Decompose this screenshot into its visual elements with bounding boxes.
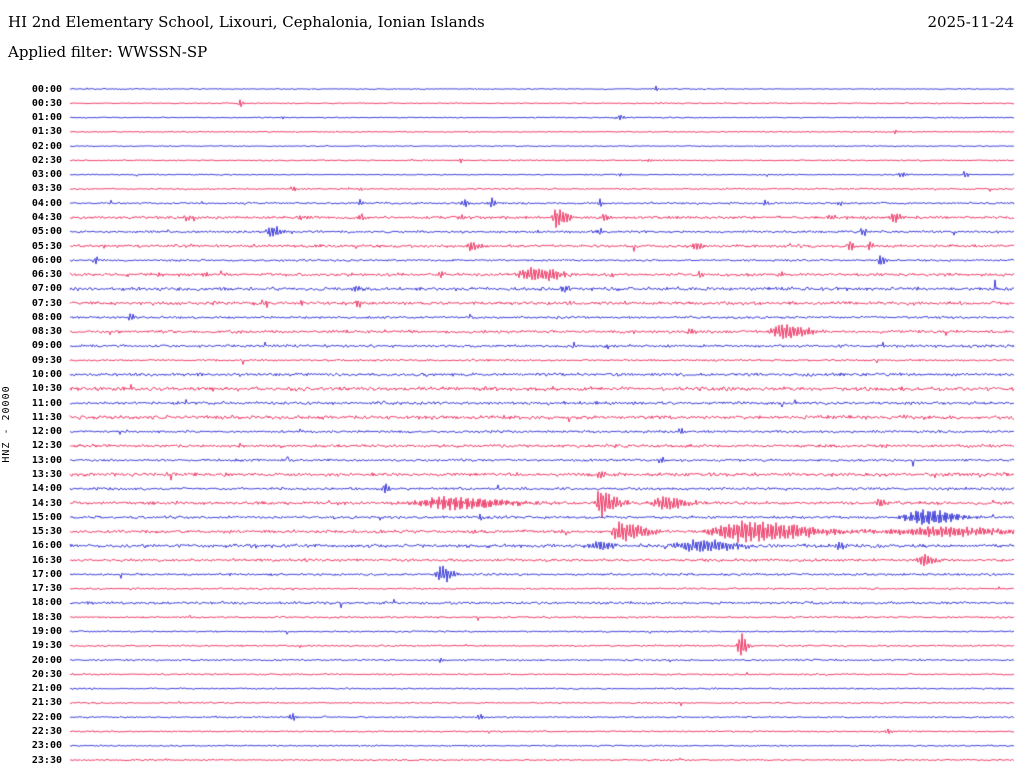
- time-label-0500: 05:00: [31, 226, 62, 238]
- time-label-2000: 20:00: [31, 654, 62, 666]
- time-label-2030: 20:30: [31, 668, 62, 680]
- time-label-1930: 19:30: [31, 640, 62, 652]
- time-label-0530: 05:30: [31, 240, 62, 252]
- time-label-1130: 11:30: [31, 411, 62, 423]
- time-label-1300: 13:00: [31, 454, 62, 466]
- time-label-2100: 21:00: [31, 683, 62, 695]
- time-label-1330: 13:30: [31, 468, 62, 480]
- time-label-0630: 06:30: [31, 269, 62, 281]
- time-label-0400: 04:00: [31, 197, 62, 209]
- time-label-0230: 02:30: [31, 154, 62, 166]
- time-label-1230: 12:30: [31, 440, 62, 452]
- time-label-0100: 01:00: [31, 112, 62, 124]
- time-label-2200: 22:00: [31, 711, 62, 723]
- time-label-1030: 10:30: [31, 383, 62, 395]
- time-label-1700: 17:00: [31, 568, 62, 580]
- time-label-0600: 06:00: [31, 254, 62, 266]
- time-label-0730: 07:30: [31, 297, 62, 309]
- time-label-1730: 17:30: [31, 583, 62, 595]
- time-label-1400: 14:00: [31, 483, 62, 495]
- time-label-2230: 22:30: [31, 725, 62, 737]
- time-label-0700: 07:00: [31, 283, 62, 295]
- time-label-0000: 00:00: [31, 83, 62, 95]
- time-label-1500: 15:00: [31, 511, 62, 523]
- time-label-0930: 09:30: [31, 354, 62, 366]
- time-label-1600: 16:00: [31, 540, 62, 552]
- time-label-0300: 03:00: [31, 169, 62, 181]
- time-label-2330: 23:30: [31, 754, 62, 766]
- time-label-1200: 12:00: [31, 426, 62, 438]
- time-label-1900: 19:00: [31, 626, 62, 637]
- time-label-0430: 04:30: [31, 211, 62, 223]
- time-label-2300: 23:00: [31, 740, 62, 752]
- time-label-0800: 08:00: [31, 311, 62, 323]
- time-label-0330: 03:30: [31, 183, 62, 195]
- time-label-1830: 18:30: [31, 611, 62, 623]
- time-label-0030: 00:30: [31, 97, 62, 109]
- time-label-0830: 08:30: [31, 326, 62, 338]
- time-label-2130: 21:30: [31, 697, 62, 709]
- time-label-1100: 11:00: [31, 397, 62, 409]
- time-label-1430: 14:30: [31, 497, 62, 509]
- time-label-0200: 02:00: [31, 140, 62, 152]
- time-label-1630: 16:30: [31, 554, 62, 566]
- time-label-1530: 15:30: [31, 526, 62, 538]
- time-label-0130: 01:30: [31, 126, 62, 138]
- time-label-0900: 09:00: [31, 340, 62, 352]
- time-label-1800: 18:00: [31, 597, 62, 609]
- time-label-1000: 10:00: [31, 369, 62, 381]
